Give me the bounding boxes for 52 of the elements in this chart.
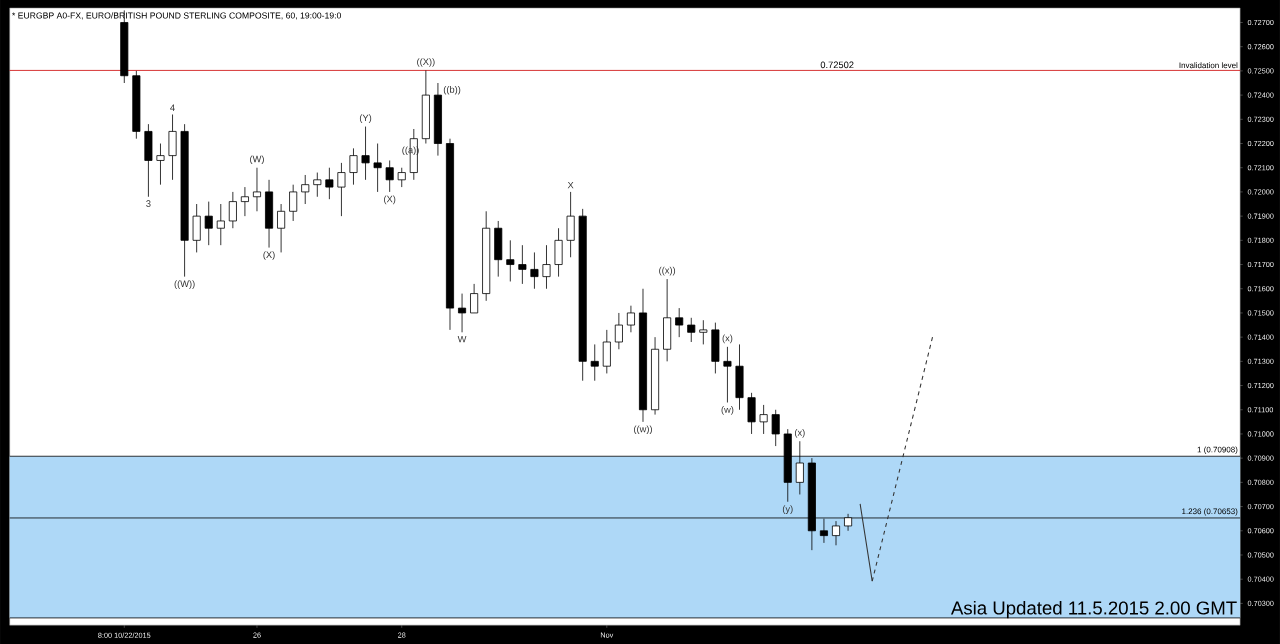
- candlestick: [470, 283, 479, 314]
- annotation: (X): [263, 251, 275, 260]
- candlestick: [349, 147, 358, 185]
- candlestick: [325, 167, 334, 200]
- annotation: (Y): [359, 114, 372, 123]
- candlestick: [397, 167, 406, 188]
- candlestick: [240, 186, 249, 217]
- candlestick: [530, 251, 539, 290]
- candlestick: [542, 244, 551, 290]
- candlestick: [626, 305, 635, 333]
- candlestick: [204, 201, 213, 246]
- annotation: ((b)): [443, 85, 461, 95]
- candlestick: [518, 244, 527, 285]
- candlestick: [373, 143, 382, 193]
- candlestick: [759, 404, 768, 435]
- candlestick: [506, 239, 515, 282]
- candlestick: [301, 174, 310, 205]
- annotation: (x): [794, 428, 805, 438]
- annotation: ((W)): [174, 280, 195, 289]
- annotation: 4: [170, 104, 175, 111]
- candlestick: [313, 172, 322, 198]
- candlestick: [614, 312, 623, 350]
- annotation: (X): [384, 195, 396, 205]
- candlestick: [289, 184, 298, 222]
- candlestick: [228, 191, 237, 229]
- annotation: 3: [146, 200, 151, 207]
- candlestick: [156, 143, 165, 185]
- candlestick: [361, 126, 370, 181]
- annotation: ((X)): [417, 58, 435, 67]
- candlestick: [385, 159, 394, 193]
- annotation: 0.72502: [820, 61, 854, 69]
- candlestick: [337, 162, 346, 217]
- candlestick: [723, 346, 732, 403]
- annotation: X: [567, 181, 574, 189]
- candlestick: [831, 520, 841, 546]
- candlestick: [216, 203, 225, 246]
- candlestick: [771, 409, 780, 447]
- candlestick: [252, 167, 261, 212]
- candlestick: [687, 317, 696, 343]
- annotation: ((x)): [659, 266, 676, 276]
- annotation: (W): [250, 155, 264, 165]
- candlestick: [458, 293, 467, 333]
- annotation: ((w)): [634, 425, 652, 435]
- annotation: (y): [782, 505, 793, 514]
- candlestick: [277, 203, 286, 253]
- annotation: W: [457, 335, 467, 343]
- annotation: (w): [721, 406, 734, 415]
- candlestick: [699, 319, 708, 345]
- candlestick: [590, 343, 599, 382]
- candlestick: [675, 307, 684, 338]
- annotation: Asia Updated 11.5.2015 2.00 GMT: [950, 600, 1237, 619]
- annotation: (x): [722, 334, 733, 344]
